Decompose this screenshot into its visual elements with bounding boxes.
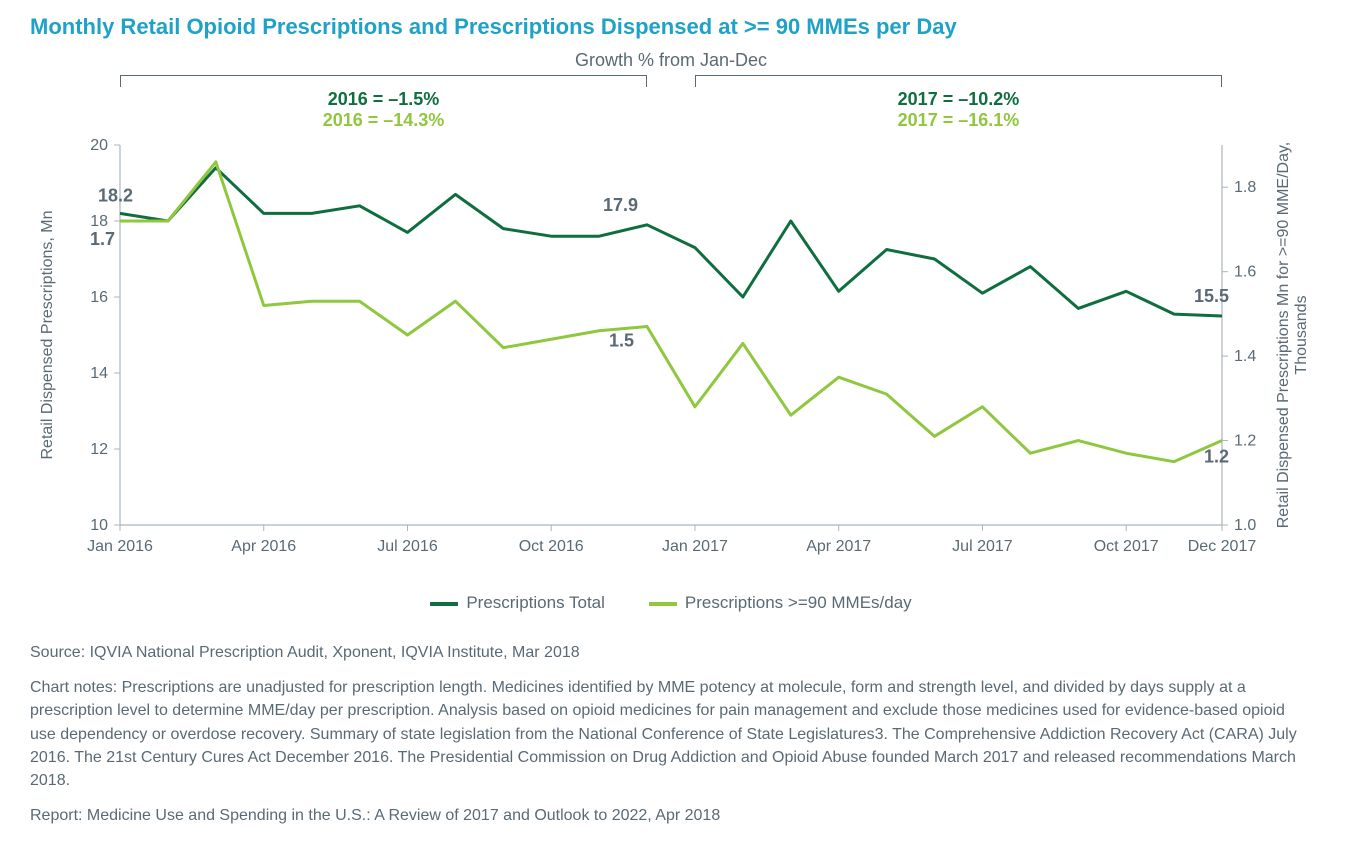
svg-text:Apr 2016: Apr 2016 — [231, 538, 296, 555]
svg-text:1.0: 1.0 — [1234, 517, 1256, 534]
svg-text:Dec 2017: Dec 2017 — [1188, 538, 1257, 555]
svg-text:Jan 2017: Jan 2017 — [662, 538, 728, 555]
svg-text:14: 14 — [90, 365, 108, 382]
chart-area: 10 12 14 16 18 20 1.0 1.2 1.4 1.6 1.8 Jan 2016 Apr 2… — [30, 135, 1312, 575]
svg-text:Apr 2017: Apr 2017 — [806, 538, 871, 555]
svg-text:Oct 2017: Oct 2017 — [1094, 538, 1159, 555]
svg-text:Oct 2016: Oct 2016 — [519, 538, 584, 555]
svg-text:1.6: 1.6 — [1234, 264, 1256, 281]
svg-text:1.2: 1.2 — [1204, 447, 1229, 467]
legend-swatch — [430, 602, 458, 606]
growth-left-line2: 2016 = –14.3% — [323, 110, 445, 131]
legend-label: Prescriptions >=90 MMEs/day — [685, 593, 912, 612]
svg-text:1.8: 1.8 — [1234, 179, 1256, 196]
chart-legend: Prescriptions Total Prescriptions >=90 MM… — [30, 593, 1312, 613]
svg-text:20: 20 — [90, 137, 108, 154]
growth-left-line1: 2016 = –1.5% — [323, 89, 445, 110]
growth-caption: Growth % from Jan-Dec — [110, 50, 1232, 71]
legend-swatch — [649, 602, 677, 606]
svg-text:Jan 2016: Jan 2016 — [87, 538, 153, 555]
growth-right-line2: 2017 = –16.1% — [898, 110, 1020, 131]
svg-text:18.2: 18.2 — [98, 185, 133, 205]
svg-text:Jul 2017: Jul 2017 — [952, 538, 1013, 555]
svg-text:Retail Dispensed Prescriptions: Retail Dispensed Prescriptions, Mn — [39, 211, 56, 460]
chart-footnotes: Source: IQVIA National Prescription Audi… — [30, 641, 1312, 827]
svg-text:16: 16 — [90, 289, 108, 306]
svg-text:Retail Dispensed Prescriptions: Retail Dispensed Prescriptions Mn for >=… — [1275, 142, 1310, 529]
svg-text:15.5: 15.5 — [1194, 286, 1229, 306]
legend-label: Prescriptions Total — [466, 593, 605, 612]
footnote-notes: Chart notes: Prescriptions are unadjuste… — [30, 676, 1312, 792]
growth-left: 2016 = –1.5% 2016 = –14.3% — [323, 89, 445, 131]
svg-text:17.9: 17.9 — [603, 195, 638, 215]
growth-right-line1: 2017 = –10.2% — [898, 89, 1020, 110]
chart-title: Monthly Retail Opioid Prescriptions and … — [30, 14, 1312, 40]
svg-text:1.2: 1.2 — [1234, 433, 1256, 450]
svg-text:1.7: 1.7 — [90, 229, 115, 249]
svg-text:1.5: 1.5 — [609, 331, 634, 351]
svg-text:Jul 2016: Jul 2016 — [377, 538, 438, 555]
legend-item: Prescriptions >=90 MMEs/day — [649, 593, 912, 613]
footnote-source: Source: IQVIA National Prescription Audi… — [30, 641, 1312, 664]
footnote-report: Report: Medicine Use and Spending in the… — [30, 804, 1312, 827]
svg-text:18: 18 — [90, 213, 108, 230]
svg-text:12: 12 — [90, 441, 108, 458]
svg-text:1.4: 1.4 — [1234, 348, 1256, 365]
svg-text:10: 10 — [90, 517, 108, 534]
legend-item: Prescriptions Total — [430, 593, 605, 613]
growth-right: 2017 = –10.2% 2017 = –16.1% — [898, 89, 1020, 131]
